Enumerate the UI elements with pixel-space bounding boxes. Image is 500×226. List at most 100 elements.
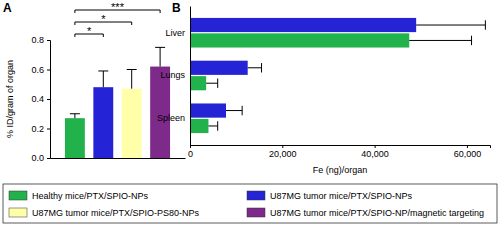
tick-label: 0.0 bbox=[31, 153, 44, 163]
significance-bracket: * bbox=[75, 13, 132, 25]
plot-area bbox=[190, 18, 485, 133]
bar bbox=[190, 33, 409, 47]
bar bbox=[190, 76, 206, 90]
error-bar bbox=[409, 36, 471, 45]
tick-label: Liver bbox=[165, 28, 185, 38]
tick: 0.4 bbox=[31, 94, 50, 104]
plot-area bbox=[65, 47, 170, 158]
error-bar bbox=[70, 114, 80, 118]
legend-label: U87MG tumor mice/PTX/SPIO-NPs bbox=[270, 191, 413, 201]
x-axis-title: Fe (ng)/organ bbox=[313, 165, 368, 175]
legend-swatch bbox=[247, 191, 265, 200]
error-stem bbox=[416, 25, 485, 26]
tick: 60,000 bbox=[454, 145, 482, 159]
error-cap bbox=[70, 113, 80, 114]
tick: Liver bbox=[165, 28, 190, 38]
legend-label: U87MG tumor mice/PTX/SPIO-PS80-NPs bbox=[32, 208, 200, 218]
tick-mark bbox=[375, 145, 376, 148]
panel-label: A bbox=[3, 1, 12, 15]
error-stem bbox=[208, 125, 217, 126]
error-bar bbox=[127, 70, 137, 89]
tick-label: Lungs bbox=[160, 70, 185, 80]
significance-label: *** bbox=[111, 1, 125, 13]
tick-label: 0.4 bbox=[31, 94, 44, 104]
bar bbox=[190, 103, 226, 117]
legend-item: Healthy mice/PTX/SPIO-NPs bbox=[9, 191, 149, 201]
x-axis: 0 20,000 40,000 60,000 bbox=[188, 145, 491, 159]
significance-label: * bbox=[87, 25, 92, 37]
tick: Lungs bbox=[160, 70, 190, 80]
error-bar bbox=[98, 71, 108, 87]
legend-swatch bbox=[9, 191, 27, 200]
legend-item: U87MG tumor mice/PTX/SPIO-NP/magnetic ta… bbox=[247, 208, 484, 218]
bar bbox=[93, 87, 113, 158]
legend-swatch bbox=[9, 208, 27, 217]
tick-label: Spleen bbox=[157, 113, 185, 123]
error-stem bbox=[131, 70, 132, 89]
y-axis-title: % ID/gram of organ bbox=[5, 60, 15, 138]
error-stem bbox=[206, 83, 218, 84]
tick: 0.2 bbox=[31, 124, 50, 134]
tick: 20,000 bbox=[269, 145, 297, 159]
error-bar bbox=[248, 63, 262, 72]
tick-label: 0.2 bbox=[31, 124, 44, 134]
error-cap bbox=[127, 69, 137, 70]
error-cap bbox=[98, 70, 108, 71]
y-axis-line bbox=[47, 41, 51, 159]
x-axis-line bbox=[191, 146, 491, 149]
bar bbox=[190, 119, 208, 133]
error-stem bbox=[226, 110, 242, 111]
tick-label: 0 bbox=[188, 149, 193, 159]
tick-label: 0.6 bbox=[31, 65, 44, 75]
error-cap bbox=[261, 63, 262, 72]
y-axis: 0.0 0.2 0.4 0.6 0.8 bbox=[31, 35, 50, 163]
tick: 40,000 bbox=[361, 145, 389, 159]
tick: 0.6 bbox=[31, 65, 50, 75]
tick-label: 0.8 bbox=[31, 35, 44, 45]
tick-label: 40,000 bbox=[361, 149, 389, 159]
legend-frame bbox=[3, 184, 497, 223]
legend-item: U87MG tumor mice/PTX/SPIO-NPs bbox=[247, 191, 413, 201]
tick: Spleen bbox=[157, 113, 190, 123]
tick: 0.0 bbox=[31, 153, 50, 163]
error-cap bbox=[471, 36, 472, 45]
tick-mark bbox=[47, 40, 50, 41]
error-stem bbox=[409, 40, 471, 41]
error-cap bbox=[485, 20, 486, 29]
tick-mark bbox=[47, 70, 50, 71]
tick: 0 bbox=[188, 145, 193, 159]
bar bbox=[190, 61, 248, 75]
tick-mark bbox=[47, 129, 50, 130]
error-bar bbox=[155, 47, 165, 66]
legend-swatch bbox=[247, 208, 265, 217]
tick-label: 20,000 bbox=[269, 149, 297, 159]
legend-label: U87MG tumor mice/PTX/SPIO-NP/magnetic ta… bbox=[270, 208, 484, 218]
tick-mark bbox=[47, 99, 50, 100]
legend-label: Healthy mice/PTX/SPIO-NPs bbox=[32, 191, 149, 201]
figure: A% ID/gram of organ0.00.20.40.60.8*****B… bbox=[0, 0, 500, 226]
tick-mark bbox=[282, 145, 283, 148]
error-stem bbox=[248, 67, 262, 68]
error-bar bbox=[416, 20, 485, 29]
bar bbox=[190, 18, 416, 32]
error-bar bbox=[226, 106, 242, 115]
panel-label: B bbox=[172, 1, 181, 15]
tick: 0.8 bbox=[31, 35, 50, 45]
y-axis-line bbox=[190, 7, 191, 146]
error-stem bbox=[74, 114, 75, 118]
tick-label: 60,000 bbox=[454, 149, 482, 159]
error-cap bbox=[242, 106, 243, 115]
significance-label: * bbox=[101, 13, 106, 25]
significance-bracket: *** bbox=[75, 1, 160, 13]
x-axis-line bbox=[51, 158, 186, 159]
error-stem bbox=[160, 47, 161, 66]
bar bbox=[122, 89, 142, 158]
significance-bracket: * bbox=[75, 25, 103, 37]
legend: Healthy mice/PTX/SPIO-NPs U87MG tumor mic… bbox=[3, 184, 497, 223]
error-stem bbox=[103, 71, 104, 87]
error-bar bbox=[208, 121, 217, 130]
y-axis: Liver Lungs Spleen bbox=[157, 7, 191, 146]
error-cap bbox=[217, 121, 218, 130]
error-bar bbox=[206, 78, 218, 87]
error-cap bbox=[155, 47, 165, 48]
